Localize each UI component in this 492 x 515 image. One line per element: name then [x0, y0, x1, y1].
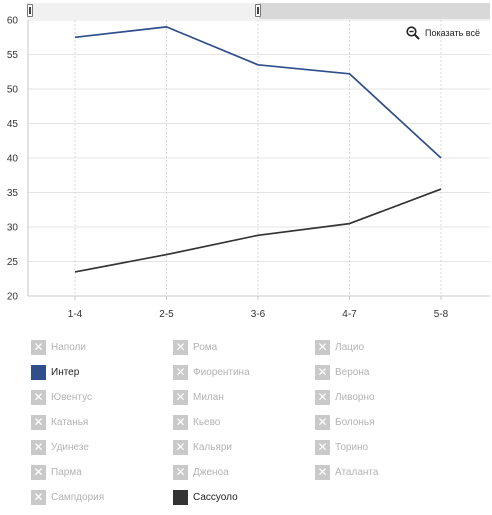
legend-item[interactable]: Парма: [31, 464, 82, 480]
legend-label: Сассуоло: [193, 491, 238, 503]
legend-item[interactable]: Аталанта: [315, 464, 378, 480]
legend-swatch: [173, 489, 188, 505]
legend-disabled-icon: [173, 389, 188, 405]
chart: 20 25 30 35 40 45 50 55 60 1-4 2-5 3-6 4-7 5-8: [7, 16, 490, 320]
range-selector[interactable]: [27, 3, 490, 19]
legend-label: Милан: [193, 391, 224, 403]
x-tick-label: 3-6: [251, 309, 266, 320]
legend-disabled-icon: [173, 364, 188, 380]
y-tick-label: 30: [7, 223, 19, 234]
y-tick-label: 35: [7, 188, 19, 199]
legend-label: Ювентус: [51, 391, 92, 403]
legend-label: Фиорентина: [193, 366, 250, 378]
range-selected-area[interactable]: [27, 3, 259, 19]
y-tick-label: 20: [7, 292, 19, 303]
legend-item[interactable]: Торино: [315, 439, 368, 455]
legend-item[interactable]: Наполи: [31, 339, 86, 355]
legend-item[interactable]: Дженоа: [173, 464, 229, 480]
legend-label: Верона: [335, 366, 370, 378]
legend-label: Наполи: [51, 341, 86, 353]
legend-disabled-icon: [173, 439, 188, 455]
zoom-out-icon: [406, 26, 420, 40]
legend-item[interactable]: Болонья: [315, 414, 375, 430]
legend-item[interactable]: Удинезе: [31, 439, 89, 455]
legend-disabled-icon: [31, 389, 46, 405]
legend-item[interactable]: Милан: [173, 389, 224, 405]
legend-disabled-icon: [315, 464, 330, 480]
legend-label: Интер: [51, 366, 80, 378]
y-tick-label: 55: [7, 50, 19, 61]
x-tick-label: 2-5: [159, 309, 174, 320]
legend-label: Кьево: [193, 416, 221, 428]
y-tick-label: 40: [7, 154, 19, 165]
legend-item[interactable]: Сассуоло: [173, 489, 238, 505]
legend-item[interactable]: Кьево: [173, 414, 220, 430]
y-tick-label: 50: [7, 85, 19, 96]
legend-item[interactable]: Ювентус: [31, 389, 92, 405]
line-chart: 20 25 30 35 40 45 50 55 60 1-4 2-5 3-6 4-7 5-8: [7, 16, 490, 320]
legend-item[interactable]: Сампдория: [31, 489, 104, 505]
legend-item[interactable]: Кальяри: [173, 439, 232, 455]
legend-disabled-icon: [31, 464, 46, 480]
legend-label: Кальяри: [193, 441, 232, 453]
range-handle-left[interactable]: [27, 4, 33, 17]
legend-disabled-icon: [173, 464, 188, 480]
legend-label: Удинезе: [51, 441, 89, 453]
legend-label: Катанья: [51, 416, 89, 428]
show-all-button[interactable]: Показать всё: [406, 26, 480, 40]
legend-disabled-icon: [315, 339, 330, 355]
legend-label: Лацио: [335, 341, 364, 353]
legend-item[interactable]: Рома: [173, 339, 217, 355]
legend-disabled-icon: [31, 439, 46, 455]
y-tick-label: 45: [7, 119, 19, 130]
x-tick-label: 5-8: [434, 309, 449, 320]
legend-swatch: [31, 364, 46, 380]
legend-label: Аталанта: [335, 466, 379, 478]
legend-disabled-icon: [315, 439, 330, 455]
legend-label: Болонья: [335, 416, 375, 428]
legend-disabled-icon: [31, 414, 46, 430]
legend-label: Торино: [335, 441, 369, 453]
legend-item[interactable]: Ливорно: [315, 389, 375, 405]
range-handle-right[interactable]: [255, 4, 261, 17]
x-tick-label: 4-7: [342, 309, 357, 320]
legend-disabled-icon: [31, 339, 46, 355]
legend-disabled-icon: [31, 489, 46, 505]
legend-item[interactable]: Катанья: [31, 414, 88, 430]
legend-disabled-icon: [315, 389, 330, 405]
legend-disabled-icon: [315, 414, 330, 430]
series-line: [74, 188, 442, 273]
legend-label: Сампдория: [51, 491, 105, 503]
legend-item[interactable]: Лацио: [315, 339, 364, 355]
legend-disabled-icon: [173, 339, 188, 355]
legend-disabled-icon: [315, 364, 330, 380]
y-tick-label: 25: [7, 257, 19, 268]
x-tick-label: 1-4: [68, 309, 83, 320]
legend-disabled-icon: [173, 414, 188, 430]
show-all-label: Показать всё: [425, 28, 480, 38]
legend-item[interactable]: Фиорентина: [173, 364, 250, 380]
legend-label: Дженоа: [193, 466, 229, 478]
legend-label: Ливорно: [335, 391, 375, 403]
legend-label: Парма: [51, 466, 82, 478]
legend-label: Рома: [193, 341, 218, 353]
legend-item[interactable]: Верона: [315, 364, 369, 380]
series-line: [74, 26, 442, 159]
y-tick-label: 60: [7, 16, 19, 27]
legend-item[interactable]: Интер: [31, 364, 79, 380]
